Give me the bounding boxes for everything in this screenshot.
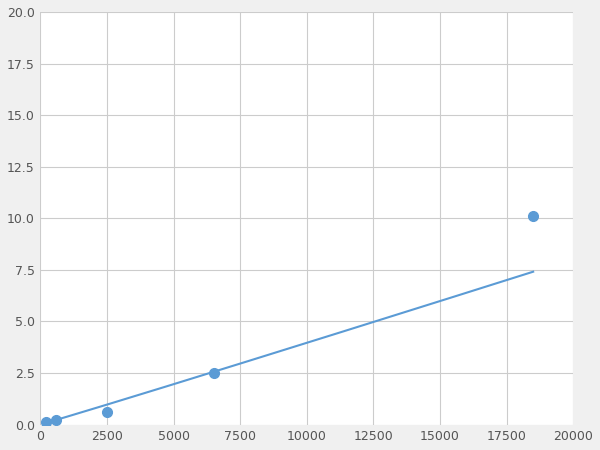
Point [529, 212, 538, 220]
Point [102, 409, 112, 416]
Point [209, 369, 218, 377]
Point [52, 417, 61, 424]
Point [41, 419, 50, 426]
